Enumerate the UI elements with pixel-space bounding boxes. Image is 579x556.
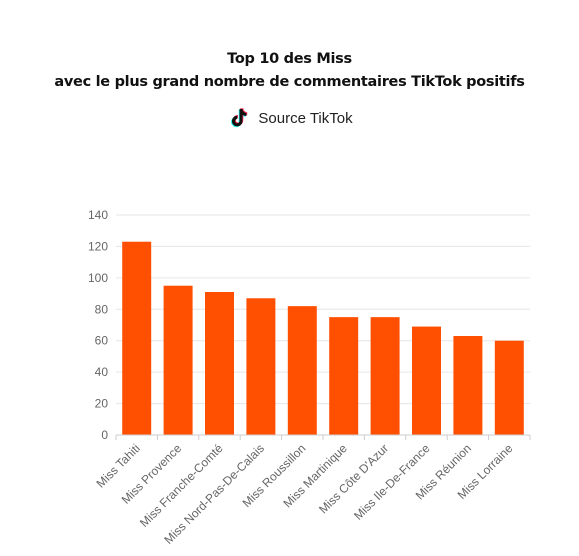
x-tick-label: Miss Ile-De-France	[351, 441, 433, 523]
y-tick-label: 40	[95, 365, 109, 379]
source-label: Source TikTok	[258, 109, 353, 127]
bar	[287, 306, 317, 435]
y-tick-label: 100	[88, 271, 108, 285]
y-axis-ticks: 0 20 40 60 80 100 120 140	[88, 208, 108, 442]
bar	[370, 317, 400, 435]
bar	[412, 326, 441, 435]
bar	[122, 241, 152, 435]
y-tick-label: 20	[95, 397, 109, 411]
bar	[205, 292, 234, 435]
chart-title: Top 10 des Miss avec le plus grand nombr…	[0, 48, 579, 94]
bars	[122, 241, 524, 435]
chart-title-line-2: avec le plus grand nombre de commentaire…	[54, 74, 525, 90]
y-tick-label: 120	[88, 239, 108, 253]
y-tick-label: 80	[95, 302, 109, 316]
y-tick-label: 60	[95, 334, 109, 348]
tiktok-icon	[231, 108, 248, 128]
x-axis	[115, 434, 531, 440]
bar	[246, 298, 276, 435]
chart-source: Source TikTok	[0, 106, 579, 130]
bar	[453, 336, 483, 435]
y-tick-label: 0	[101, 428, 108, 442]
bar	[329, 317, 359, 435]
bar	[163, 285, 193, 435]
chart-title-line-1: Top 10 des Miss	[227, 51, 352, 67]
y-tick-label: 140	[88, 208, 108, 222]
bar	[494, 340, 524, 435]
